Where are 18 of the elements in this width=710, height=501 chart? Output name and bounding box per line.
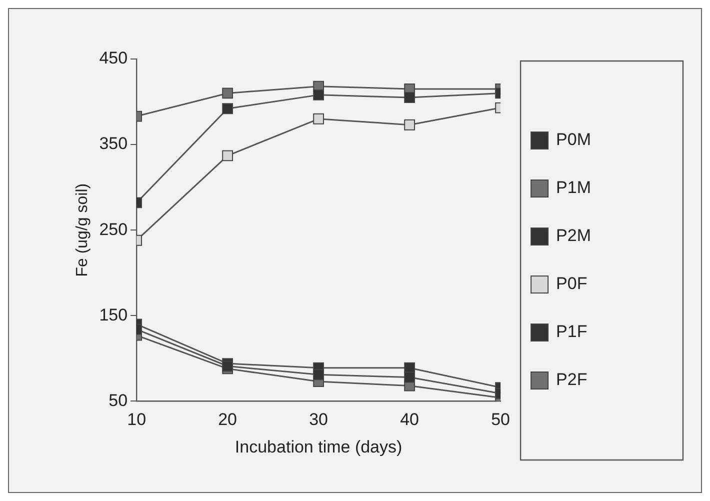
x-tick-label: 10 [127,410,146,430]
y-tick-label: 50 [108,390,128,410]
y-tick-label: 250 [99,220,128,239]
y-axis-title: Fe (ug/g soil) [74,183,92,277]
legend-label: P2F [556,370,588,390]
legend-label: P0F [556,274,588,294]
y-tick-label: 150 [99,305,128,324]
legend-label: P1M [556,178,592,198]
legend-label: P2M [556,226,592,246]
legend-label: P1F [556,322,588,342]
y-tick-label: 450 [99,48,128,68]
x-tick-label: 50 [491,410,510,430]
y-tick-label: 350 [99,134,128,154]
x-tick-label: 30 [309,410,328,430]
x-tick-label: 20 [218,410,238,430]
legend-label: P0M [556,130,592,150]
x-tick-label: 40 [400,410,420,430]
x-axis-title: Incubation time (days) [234,437,402,456]
